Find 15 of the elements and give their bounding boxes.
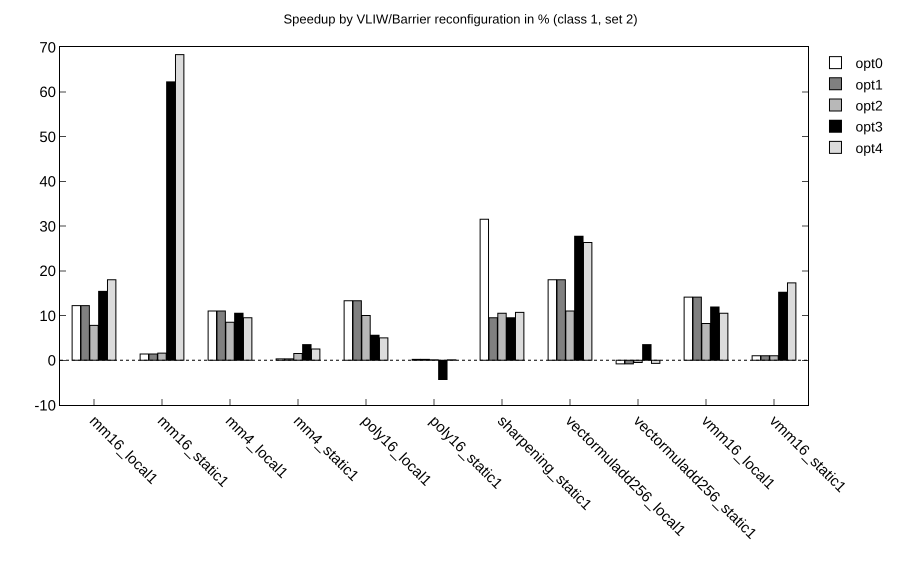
legend-label: opt4 <box>855 140 883 156</box>
y-tick-label: 40 <box>39 174 56 190</box>
y-tick-label: 0 <box>48 352 56 370</box>
y-tick-label: -10 <box>34 397 56 414</box>
y-tick-label: 60 <box>39 84 56 101</box>
y-tick-label: 50 <box>39 128 56 146</box>
legend-label: opt1 <box>855 76 883 92</box>
y-tick-label: 10 <box>39 308 56 325</box>
y-tick-label: 70 <box>39 39 56 56</box>
legend-label: opt3 <box>855 118 883 135</box>
legend-label: opt2 <box>855 97 883 114</box>
legend-label: opt0 <box>855 55 883 72</box>
y-tick-label: 20 <box>39 263 56 280</box>
y-tick-label: 30 <box>39 218 56 236</box>
chart-title: Speedup by VLIW/Barrier reconfiguration in % (class 1, set 2) <box>283 11 638 26</box>
